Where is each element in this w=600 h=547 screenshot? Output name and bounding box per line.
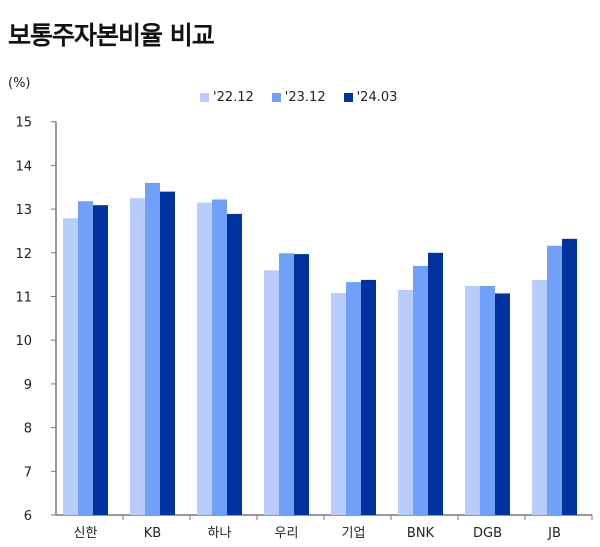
bar-우리-2 xyxy=(294,254,309,515)
legend-label: '23.12 xyxy=(284,90,326,105)
bar-하나-1 xyxy=(212,199,227,515)
bar-기업-1 xyxy=(346,282,361,515)
legend-label: '22.12 xyxy=(213,90,254,105)
bar-하나-0 xyxy=(197,202,212,516)
y-tick-label: 8 xyxy=(24,422,32,437)
bar-JB-1 xyxy=(547,245,562,516)
y-tick-label: 10 xyxy=(15,334,32,349)
x-tick-label: 기업 xyxy=(342,526,366,541)
bar-기업-2 xyxy=(361,279,376,515)
bar-DGB-2 xyxy=(495,293,510,515)
bar-KB-1 xyxy=(145,182,160,515)
bar-JB-0 xyxy=(532,279,547,515)
bar-JB-2 xyxy=(562,238,577,516)
bar-DGB-0 xyxy=(465,286,480,515)
y-tick-label: 12 xyxy=(15,247,32,262)
bar-BNK-0 xyxy=(398,289,413,515)
x-tick-label: 우리 xyxy=(275,526,299,541)
y-tick-label: 9 xyxy=(24,378,32,393)
bar-BNK-2 xyxy=(428,252,443,516)
legend-label: '24.03 xyxy=(356,90,398,105)
legend-item-1: '23.12 xyxy=(271,90,326,105)
x-tick-label: DGB xyxy=(473,526,502,541)
bar-하나-2 xyxy=(227,213,242,516)
bar-BNK-1 xyxy=(413,265,428,515)
bar-신한-1 xyxy=(78,201,93,515)
x-tick-label: JB xyxy=(547,526,561,541)
bar-신한-0 xyxy=(63,218,78,516)
x-tick-label: KB xyxy=(144,526,161,541)
y-axis-unit: (%) xyxy=(8,76,31,91)
y-tick-label: 7 xyxy=(24,465,32,480)
x-tick-label: 신한 xyxy=(74,526,98,541)
y-tick-label: 15 xyxy=(15,116,32,131)
legend-swatch xyxy=(200,93,209,102)
y-tick-label: 13 xyxy=(15,203,32,218)
bar-KB-0 xyxy=(130,198,145,516)
bar-DGB-1 xyxy=(480,286,495,515)
y-tick-label: 14 xyxy=(15,159,32,174)
bar-기업-0 xyxy=(331,293,346,515)
bar-우리-0 xyxy=(264,270,279,515)
bar-KB-2 xyxy=(160,191,175,515)
x-tick-label: 하나 xyxy=(208,526,232,541)
bar-우리-1 xyxy=(279,253,294,515)
legend: '22.12 '23.12 '24.03 xyxy=(200,90,397,105)
legend-item-0: '22.12 xyxy=(200,90,254,105)
legend-swatch xyxy=(343,93,353,102)
x-tick-label: BNK xyxy=(407,526,435,541)
y-tick-label: 11 xyxy=(15,291,32,306)
chart-title: 보통주자본비율 비교 xyxy=(8,21,215,50)
bar-신한-2 xyxy=(93,205,108,516)
y-tick-label: 6 xyxy=(24,509,32,524)
legend-swatch xyxy=(271,93,281,102)
legend-item-2: '24.03 xyxy=(343,90,398,105)
